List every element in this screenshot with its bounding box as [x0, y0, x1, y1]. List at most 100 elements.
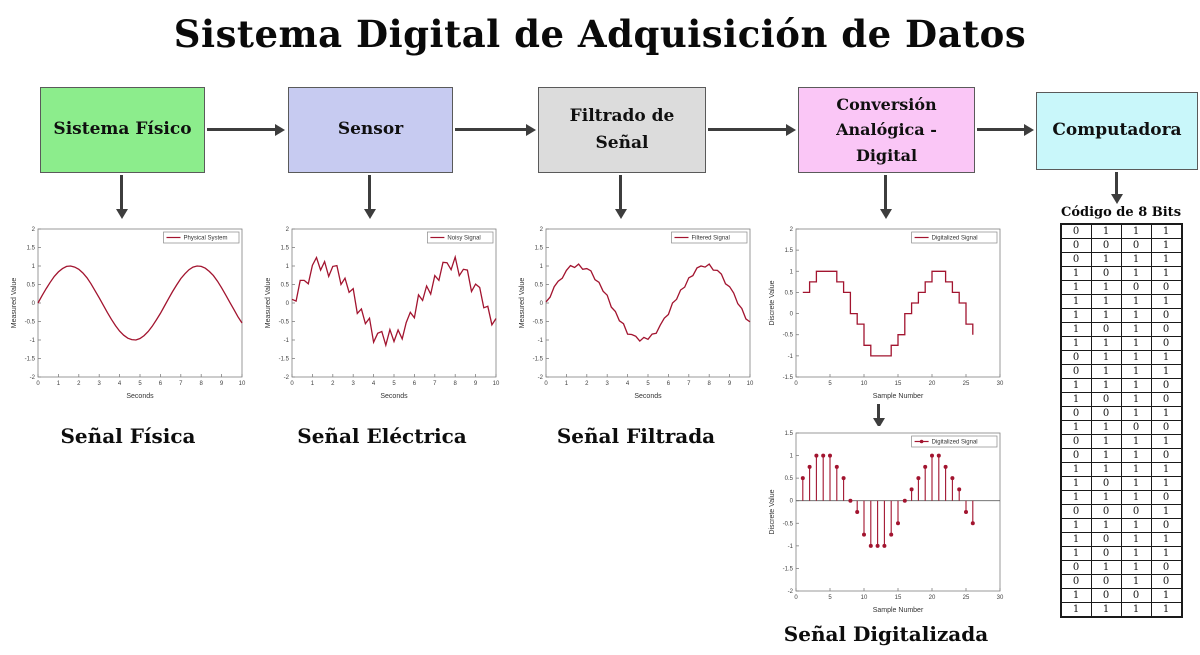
- binary-bit: 0: [1060, 252, 1092, 267]
- binary-bit: 0: [1120, 588, 1152, 603]
- svg-text:-1: -1: [30, 338, 36, 344]
- svg-text:Seconds: Seconds: [126, 393, 154, 400]
- down-arrow-stem: [877, 404, 880, 419]
- flow-box-sensor: Sensor: [288, 87, 453, 173]
- binary-bit: 1: [1090, 434, 1122, 449]
- binary-bit: 1: [1120, 350, 1152, 365]
- svg-text:Noisy Signal: Noisy Signal: [447, 236, 480, 242]
- binary-bit: 0: [1090, 532, 1122, 547]
- binary-bit: 0: [1060, 364, 1092, 379]
- flow-box-computadora: Computadora: [1036, 92, 1198, 170]
- binary-bit: 1: [1060, 392, 1092, 407]
- binary-bit: 1: [1150, 532, 1182, 547]
- svg-text:-1.5: -1.5: [783, 566, 794, 572]
- svg-text:20: 20: [929, 381, 936, 387]
- binary-bit: 1: [1120, 364, 1152, 379]
- binary-bit: 1: [1090, 378, 1122, 393]
- binary-bit: 1: [1060, 336, 1092, 351]
- binary-bit: 1: [1150, 364, 1182, 379]
- flow-box-sistema-fisico: Sistema Físico: [40, 87, 205, 173]
- physical-signal-chart: 0 1 2 3 4 5 6 7 8 9 10 -2 -1.5 -1 -0.5 0 0.5 1 1.5 2 Seconds…: [8, 222, 248, 402]
- svg-text:2: 2: [790, 227, 794, 233]
- binary-bit: 0: [1150, 448, 1182, 463]
- binary-bit: 1: [1120, 546, 1152, 561]
- binary-bit: 1: [1060, 322, 1092, 337]
- binary-bit: 0: [1150, 308, 1182, 323]
- binary-bit: 1: [1060, 476, 1092, 491]
- svg-text:-1: -1: [788, 544, 794, 550]
- binary-bit: 0: [1150, 490, 1182, 505]
- svg-text:1: 1: [311, 381, 315, 387]
- svg-text:1.5: 1.5: [785, 431, 794, 437]
- binary-bit: 0: [1090, 406, 1122, 421]
- svg-text:0: 0: [36, 381, 40, 387]
- binary-bit: 0: [1060, 238, 1092, 253]
- binary-bit: 1: [1150, 294, 1182, 309]
- flow-box-label: Filtrado de Señal: [569, 105, 675, 153]
- svg-text:3: 3: [606, 381, 610, 387]
- svg-text:Sample Number: Sample Number: [873, 607, 924, 614]
- svg-text:-0.5: -0.5: [279, 320, 290, 326]
- svg-text:15: 15: [895, 595, 902, 601]
- binary-bit: 0: [1060, 504, 1092, 519]
- binary-table-title: Código de 8 Bits: [1060, 205, 1182, 220]
- binary-bit: 1: [1120, 392, 1152, 407]
- svg-text:2: 2: [540, 227, 544, 233]
- binary-bit: 1: [1090, 448, 1122, 463]
- svg-text:25: 25: [963, 595, 970, 601]
- svg-text:10: 10: [493, 381, 500, 387]
- binary-bit: 1: [1120, 448, 1152, 463]
- svg-text:0.5: 0.5: [785, 290, 794, 296]
- binary-bit: 1: [1150, 238, 1182, 253]
- svg-text:-2: -2: [30, 375, 36, 381]
- svg-text:0.5: 0.5: [281, 283, 290, 289]
- svg-text:10: 10: [861, 595, 868, 601]
- svg-text:-1: -1: [284, 338, 290, 344]
- svg-text:30: 30: [997, 381, 1004, 387]
- svg-text:1.5: 1.5: [785, 248, 794, 254]
- binary-bit: 1: [1090, 518, 1122, 533]
- binary-bit: 0: [1090, 322, 1122, 337]
- binary-bit: 1: [1150, 434, 1182, 449]
- binary-bit: 1: [1090, 560, 1122, 575]
- binary-bit: 1: [1120, 406, 1152, 421]
- svg-text:4: 4: [626, 381, 630, 387]
- svg-text:6: 6: [159, 381, 163, 387]
- binary-bit: 0: [1150, 560, 1182, 575]
- binary-bit: 1: [1150, 266, 1182, 281]
- svg-text:5: 5: [138, 381, 142, 387]
- binary-bit: 0: [1150, 518, 1182, 533]
- binary-bit: 1: [1060, 308, 1092, 323]
- svg-text:-1.5: -1.5: [25, 357, 36, 363]
- svg-text:-2: -2: [788, 589, 794, 595]
- binary-bit: 0: [1060, 406, 1092, 421]
- svg-text:6: 6: [413, 381, 417, 387]
- svg-text:Seconds: Seconds: [634, 393, 662, 400]
- binary-bit: 0: [1150, 336, 1182, 351]
- binary-bit: 1: [1060, 462, 1092, 477]
- svg-text:2: 2: [585, 381, 589, 387]
- binary-bit: 0: [1090, 504, 1122, 519]
- binary-bit: 1: [1150, 350, 1182, 365]
- binary-bit: 1: [1150, 462, 1182, 477]
- binary-bit: 0: [1060, 560, 1092, 575]
- binary-bit: 1: [1120, 574, 1152, 589]
- binary-bit: 1: [1120, 560, 1152, 575]
- caption-senal-filtrada: Señal Filtrada: [556, 424, 716, 448]
- flow-arrow-2: [455, 128, 526, 131]
